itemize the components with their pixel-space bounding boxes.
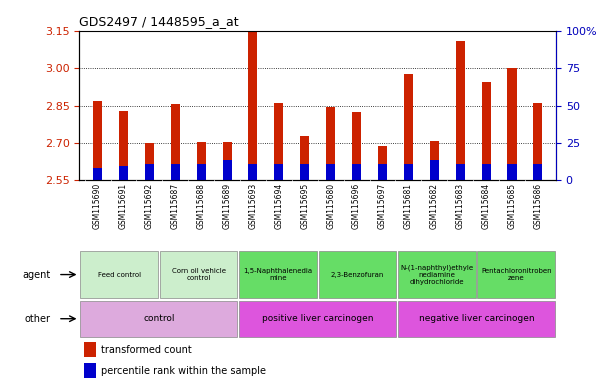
Bar <box>430 141 439 180</box>
Bar <box>456 164 465 180</box>
Text: GSM115681: GSM115681 <box>404 182 413 228</box>
Bar <box>352 164 361 180</box>
Bar <box>300 136 309 180</box>
Text: GSM115695: GSM115695 <box>300 182 309 229</box>
Bar <box>456 41 465 180</box>
Bar <box>430 159 439 180</box>
Bar <box>508 164 516 180</box>
Bar <box>300 164 309 180</box>
Text: GDS2497 / 1448595_a_at: GDS2497 / 1448595_a_at <box>79 15 239 28</box>
Bar <box>170 164 180 180</box>
Bar <box>119 166 128 180</box>
Text: 1,5-Naphthalenedia
mine: 1,5-Naphthalenedia mine <box>243 268 313 281</box>
Text: GSM115693: GSM115693 <box>249 182 257 229</box>
Bar <box>93 169 102 180</box>
Bar <box>93 101 102 180</box>
Text: 2,3-Benzofuran: 2,3-Benzofuran <box>331 271 384 278</box>
Text: GSM115689: GSM115689 <box>222 182 232 229</box>
Bar <box>239 251 317 298</box>
Text: transformed count: transformed count <box>101 345 192 355</box>
Text: negative liver carcinogen: negative liver carcinogen <box>419 314 535 323</box>
Bar <box>274 164 284 180</box>
Bar <box>159 251 238 298</box>
Bar <box>170 104 180 180</box>
Bar <box>533 103 543 180</box>
Text: other: other <box>25 314 51 324</box>
Bar <box>404 74 413 180</box>
Text: agent: agent <box>23 270 51 280</box>
Text: percentile rank within the sample: percentile rank within the sample <box>101 366 266 376</box>
Text: GSM115680: GSM115680 <box>326 182 335 229</box>
Bar <box>145 164 154 180</box>
Bar <box>326 164 335 180</box>
Bar <box>80 251 158 298</box>
Bar <box>249 164 257 180</box>
Bar <box>481 82 491 180</box>
Text: Feed control: Feed control <box>98 271 141 278</box>
Bar <box>533 164 543 180</box>
Bar <box>222 142 232 180</box>
Text: GSM115682: GSM115682 <box>430 182 439 228</box>
Bar <box>239 301 397 337</box>
Bar <box>378 164 387 180</box>
Bar <box>119 111 128 180</box>
Text: Corn oil vehicle
control: Corn oil vehicle control <box>172 268 225 281</box>
Bar <box>222 159 232 180</box>
Bar <box>508 68 516 180</box>
Bar <box>80 301 238 337</box>
Text: GSM115686: GSM115686 <box>533 182 543 229</box>
Text: GSM115683: GSM115683 <box>456 182 465 229</box>
Text: N-(1-naphthyl)ethyle
nediamine
dihydrochloride: N-(1-naphthyl)ethyle nediamine dihydroch… <box>400 264 474 285</box>
Bar <box>84 342 96 357</box>
Bar <box>274 103 284 180</box>
Bar <box>378 146 387 180</box>
Text: Pentachloronitroben
zene: Pentachloronitroben zene <box>481 268 552 281</box>
Text: GSM115694: GSM115694 <box>274 182 284 229</box>
Bar <box>145 143 154 180</box>
Bar <box>477 251 555 298</box>
Text: GSM115690: GSM115690 <box>93 182 102 229</box>
Bar <box>84 363 96 378</box>
Text: GSM115692: GSM115692 <box>145 182 154 229</box>
Text: control: control <box>143 314 175 323</box>
Bar <box>318 251 397 298</box>
Text: GSM115684: GSM115684 <box>481 182 491 229</box>
Text: GSM115691: GSM115691 <box>119 182 128 229</box>
Bar <box>352 112 361 180</box>
Text: positive liver carcinogen: positive liver carcinogen <box>262 314 373 323</box>
Bar <box>249 13 257 180</box>
Bar <box>326 107 335 180</box>
Bar <box>481 164 491 180</box>
Bar <box>404 164 413 180</box>
Text: GSM115687: GSM115687 <box>170 182 180 229</box>
Text: GSM115696: GSM115696 <box>352 182 361 229</box>
Text: GSM115685: GSM115685 <box>508 182 516 229</box>
Text: GSM115688: GSM115688 <box>197 182 206 228</box>
Bar <box>398 251 476 298</box>
Bar <box>398 301 555 337</box>
Bar <box>197 142 206 180</box>
Text: GSM115697: GSM115697 <box>378 182 387 229</box>
Bar <box>197 164 206 180</box>
